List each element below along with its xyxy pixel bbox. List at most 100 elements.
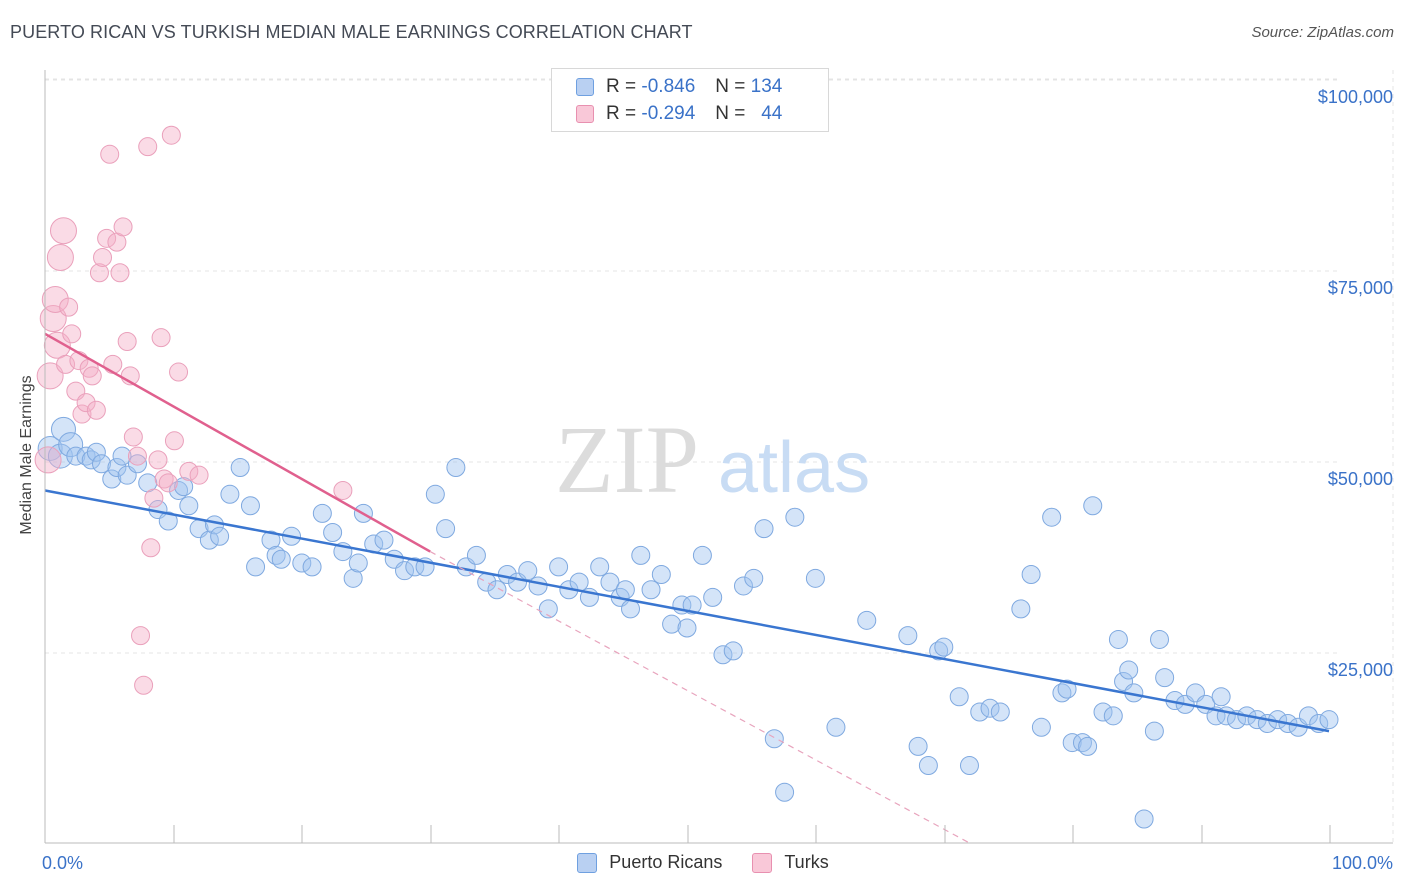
x-tick-label-right: 100.0% <box>1332 853 1393 873</box>
point-puerto-ricans <box>713 645 733 665</box>
point-puerto-ricans <box>107 458 127 478</box>
legend-swatch-pink <box>576 105 594 123</box>
point-puerto-ricans <box>1021 565 1041 584</box>
point-puerto-ricans <box>50 416 76 442</box>
point-turks <box>34 446 62 474</box>
legend-n-value: 134 <box>750 76 783 97</box>
trend-line-puerto-ricans <box>44 489 1330 733</box>
point-puerto-ricans <box>174 477 194 497</box>
legend-n-label: N = <box>715 103 746 124</box>
point-puerto-ricans <box>374 530 394 550</box>
point-puerto-ricans <box>446 458 466 478</box>
point-puerto-ricans <box>37 435 63 461</box>
series-legend: Puerto Ricans Turks <box>0 852 1406 873</box>
point-puerto-ricans <box>538 599 558 619</box>
point-puerto-ricans <box>1078 736 1098 756</box>
series-legend-label: Turks <box>784 852 829 872</box>
trend-lines <box>44 332 1330 844</box>
point-puerto-ricans <box>323 522 343 542</box>
point-puerto-ricans <box>1119 660 1139 680</box>
point-puerto-ricans <box>1298 706 1318 726</box>
point-turks <box>62 324 82 344</box>
chart-title: PUERTO RICAN VS TURKISH MEDIAN MALE EARN… <box>10 22 693 42</box>
point-puerto-ricans <box>158 511 178 531</box>
point-puerto-ricans <box>1011 599 1031 619</box>
legend-r-value: -0.846 <box>641 76 696 97</box>
y-axis-title: Median Male Earnings <box>18 375 35 534</box>
legend-r-label: R = <box>606 76 637 97</box>
point-puerto-ricans <box>970 702 990 722</box>
point-puerto-ricans <box>549 557 569 577</box>
point-puerto-ricans <box>1031 717 1051 737</box>
y-tick-label: $100,000 <box>1318 87 1393 107</box>
point-puerto-ricans <box>246 557 266 577</box>
point-puerto-ricans <box>723 641 743 661</box>
point-puerto-ricans <box>348 553 368 573</box>
scatter-points <box>34 125 1339 829</box>
series-legend-turks[interactable]: Turks <box>752 852 829 873</box>
point-puerto-ricans <box>641 580 661 600</box>
point-turks <box>117 331 137 351</box>
series-legend-puerto-ricans[interactable]: Puerto Ricans <box>577 852 722 873</box>
point-puerto-ricans <box>1150 629 1170 649</box>
point-puerto-ricans <box>785 507 805 527</box>
point-puerto-ricans <box>775 782 795 802</box>
point-puerto-ricans <box>733 576 753 596</box>
point-turks <box>333 480 353 500</box>
point-puerto-ricans <box>518 561 538 581</box>
point-turks <box>148 450 168 470</box>
point-turks <box>110 263 130 283</box>
point-puerto-ricans <box>112 446 132 466</box>
point-turks <box>86 400 106 420</box>
point-puerto-ricans <box>86 442 106 462</box>
point-puerto-ricans <box>266 545 286 565</box>
point-puerto-ricans <box>240 496 260 516</box>
point-turks <box>76 393 96 413</box>
legend-r-label: R = <box>606 103 637 124</box>
trend-line-turks-extrapolated <box>429 551 970 844</box>
point-puerto-ricans <box>405 557 425 577</box>
point-turks <box>151 328 171 348</box>
point-puerto-ricans <box>487 580 507 600</box>
point-puerto-ricans <box>908 736 928 756</box>
point-puerto-ricans <box>1093 702 1113 722</box>
point-turks <box>36 362 64 390</box>
correlation-legend: R = -0.846 N = 134 R = -0.294 N = 44 <box>551 68 829 132</box>
point-puerto-ricans <box>959 756 979 775</box>
point-puerto-ricans <box>898 626 918 646</box>
point-puerto-ricans <box>590 557 610 577</box>
point-puerto-ricans <box>805 568 825 588</box>
point-puerto-ricans <box>271 549 291 569</box>
point-puerto-ricans <box>292 553 312 573</box>
point-puerto-ricans <box>692 545 712 565</box>
point-puerto-ricans <box>179 496 199 516</box>
point-puerto-ricans <box>1108 629 1128 649</box>
axes <box>44 70 1393 844</box>
point-puerto-ricans <box>826 717 846 737</box>
point-puerto-ricans <box>312 503 332 523</box>
point-puerto-ricans <box>682 595 702 615</box>
trend-line-turks <box>44 332 431 553</box>
point-turks <box>123 427 143 447</box>
point-turks <box>113 217 133 237</box>
series-legend-label: Puerto Ricans <box>609 852 723 872</box>
point-puerto-ricans <box>754 519 774 539</box>
point-turks <box>97 228 117 248</box>
watermark-zip: ZIP <box>555 406 699 513</box>
point-puerto-ricans <box>744 568 764 588</box>
legend-row-puerto-ricans: R = -0.846 N = 134 <box>576 75 782 99</box>
watermark-atlas: atlas <box>718 428 870 508</box>
point-puerto-ricans <box>230 458 250 478</box>
point-puerto-ricans <box>980 698 1000 718</box>
point-turks <box>103 354 123 374</box>
point-puerto-ricans <box>395 561 415 581</box>
point-turks <box>100 144 120 164</box>
point-turks <box>141 538 161 558</box>
point-puerto-ricans <box>91 454 111 474</box>
point-turks <box>46 243 74 271</box>
series-swatch-pink <box>752 852 773 873</box>
point-puerto-ricans <box>990 702 1010 722</box>
point-puerto-ricans <box>169 480 189 500</box>
point-turks <box>89 263 109 283</box>
legend-row-turks: R = -0.294 N = 44 <box>576 102 782 126</box>
